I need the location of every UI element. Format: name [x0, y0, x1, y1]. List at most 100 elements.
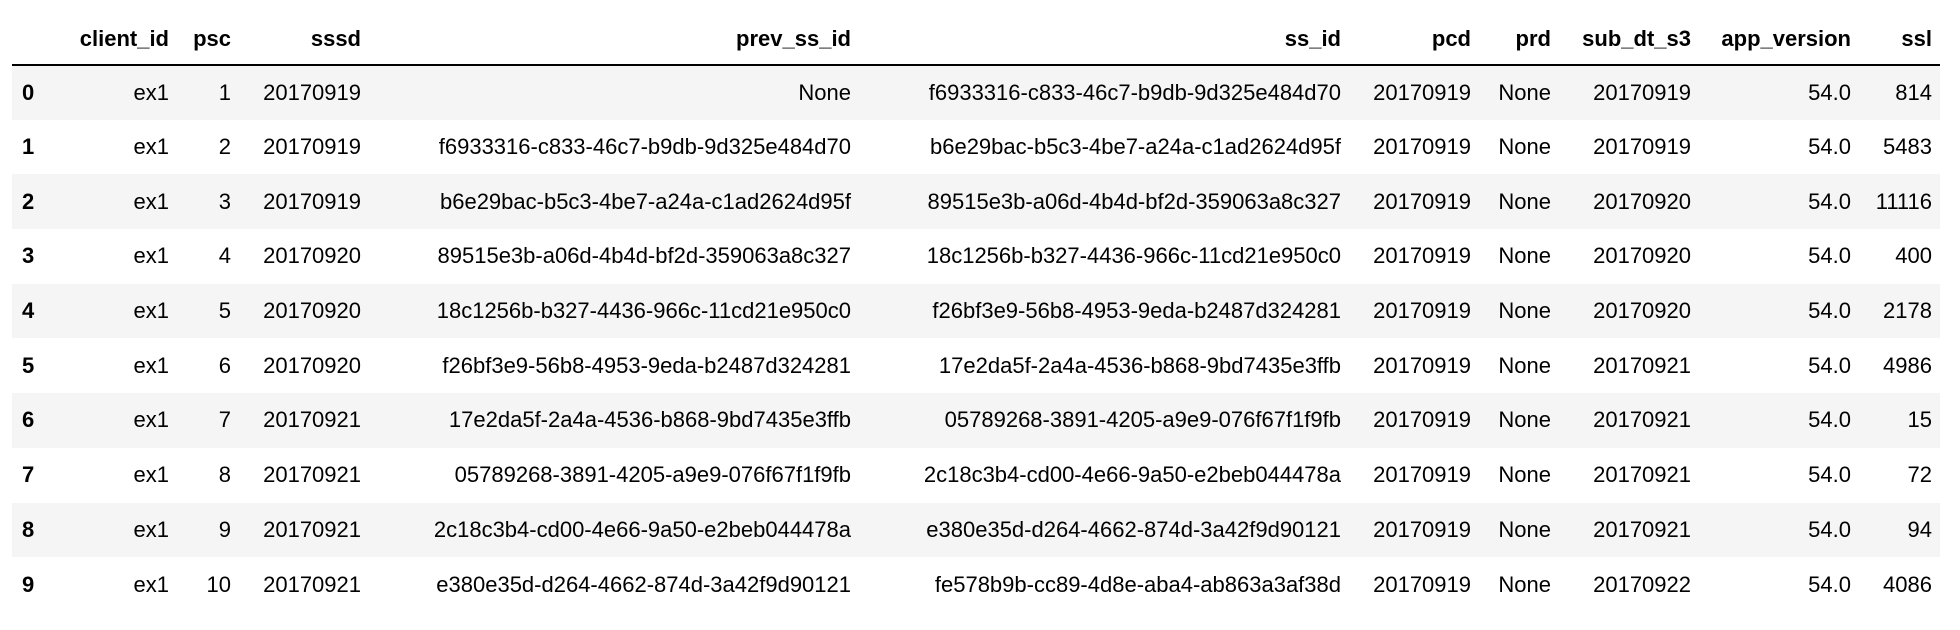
cell-sssd: 20170919 [263, 188, 361, 214]
cell-psc: 10 [206, 571, 231, 597]
row-index: 0 [22, 79, 35, 105]
row-index: 5 [22, 352, 35, 378]
cell-client-id: ex1 [133, 243, 169, 269]
cell-app-version: 54.0 [1808, 516, 1851, 542]
header-pcd: pcd [1349, 14, 1479, 66]
cell-sub-dt-s3: 20170920 [1593, 298, 1691, 324]
cell-pcd: 20170919 [1373, 243, 1471, 269]
cell-sub-dt-s3: 20170921 [1593, 462, 1691, 488]
row-index: 4 [22, 298, 35, 324]
row-index: 3 [22, 243, 35, 269]
cell-client-id: ex1 [133, 462, 169, 488]
cell-ss-id: 17e2da5f-2a4a-4536-b868-9bd7435e3ffb [938, 352, 1341, 378]
cell-sub-dt-s3: 20170920 [1593, 243, 1691, 269]
header-row: client_id psc sssd prev_ss_id ss_id pcd … [12, 14, 1940, 66]
cell-prd: None [1498, 188, 1551, 214]
cell-sssd: 20170921 [263, 516, 361, 542]
table-row: 4 ex1 5 20170920 18c1256b-b327-4436-966c-11c… [12, 283, 1940, 339]
cell-psc: 8 [218, 462, 231, 488]
dataframe-table: client_id psc sssd prev_ss_id ss_id pcd … [12, 14, 1940, 612]
table-row: 3 ex1 4 20170920 89515e3b-a06d-4b4d-bf2d-359… [12, 229, 1940, 284]
header-prd: prd [1479, 14, 1559, 66]
cell-client-id: ex1 [133, 188, 169, 214]
cell-prev-ss-id: 05789268-3891-4205-a9e9-076f67f1f9fb [454, 462, 851, 488]
cell-psc: 3 [218, 188, 231, 214]
cell-pcd: 20170919 [1373, 407, 1471, 433]
cell-prd: None [1498, 298, 1551, 324]
cell-ss-id: f26bf3e9-56b8-4953-9eda-b2487d324281 [932, 298, 1341, 324]
cell-prev-ss-id: f26bf3e9-56b8-4953-9eda-b2487d324281 [442, 352, 851, 378]
cell-sssd: 20170921 [263, 407, 361, 433]
cell-app-version: 54.0 [1808, 134, 1851, 160]
cell-app-version: 54.0 [1808, 352, 1851, 378]
cell-pcd: 20170919 [1373, 298, 1471, 324]
cell-prd: None [1498, 407, 1551, 433]
cell-ss-id: 05789268-3891-4205-a9e9-076f67f1f9fb [944, 407, 1341, 433]
cell-prd: None [1498, 134, 1551, 160]
cell-psc: 6 [218, 352, 231, 378]
cell-ssl: 72 [1907, 462, 1932, 488]
cell-psc: 7 [218, 407, 231, 433]
cell-sub-dt-s3: 20170921 [1593, 352, 1691, 378]
table-row: 8 ex1 9 20170921 2c18c3b4-cd00-4e66-9a50-e2b… [12, 502, 1940, 558]
cell-sssd: 20170920 [263, 352, 361, 378]
cell-ssl: 4986 [1883, 352, 1932, 378]
cell-sub-dt-s3: 20170919 [1593, 79, 1691, 105]
table-row: 6 ex1 7 20170921 17e2da5f-2a4a-4536-b868-9bd… [12, 393, 1940, 448]
row-index: 6 [22, 407, 35, 433]
cell-client-id: ex1 [133, 516, 169, 542]
cell-ssl: 2178 [1883, 298, 1932, 324]
row-index: 2 [22, 188, 35, 214]
cell-prev-ss-id: 17e2da5f-2a4a-4536-b868-9bd7435e3ffb [448, 407, 851, 433]
row-index: 8 [22, 516, 35, 542]
cell-prd: None [1498, 79, 1551, 105]
cell-client-id: ex1 [133, 407, 169, 433]
header-sssd: sssd [239, 14, 369, 66]
cell-ss-id: fe578b9b-cc89-4d8e-aba4-ab863a3af38d [934, 571, 1341, 597]
cell-app-version: 54.0 [1808, 407, 1851, 433]
cell-client-id: ex1 [133, 352, 169, 378]
cell-ssl: 94 [1907, 516, 1932, 542]
cell-pcd: 20170919 [1373, 516, 1471, 542]
cell-prev-ss-id: b6e29bac-b5c3-4be7-a24a-c1ad2624d95f [439, 188, 851, 214]
cell-client-id: ex1 [133, 571, 169, 597]
cell-sssd: 20170919 [263, 79, 361, 105]
row-index: 1 [22, 134, 35, 160]
cell-app-version: 54.0 [1808, 243, 1851, 269]
header-psc: psc [177, 14, 239, 66]
cell-psc: 9 [218, 516, 231, 542]
cell-pcd: 20170919 [1373, 352, 1471, 378]
cell-prd: None [1498, 462, 1551, 488]
cell-ss-id: e380e35d-d264-4662-874d-3a42f9d90121 [926, 516, 1341, 542]
cell-ss-id: f6933316-c833-46c7-b9db-9d325e484d70 [928, 79, 1341, 105]
cell-sub-dt-s3: 20170922 [1593, 571, 1691, 597]
cell-ssl: 5483 [1883, 134, 1932, 160]
cell-prd: None [1498, 516, 1551, 542]
table-row: 1 ex1 2 20170919 f6933316-c833-46c7-b9db-9d3… [12, 119, 1940, 175]
cell-ssl: 814 [1895, 79, 1932, 105]
table-body: 0 ex1 1 20170919 None f6933316-c833-46c7-b9db… [12, 65, 1940, 612]
cell-sub-dt-s3: 20170919 [1593, 134, 1691, 160]
header-prev-ss-id: prev_ss_id [369, 14, 859, 66]
cell-ssl: 400 [1895, 243, 1932, 269]
cell-ss-id: 2c18c3b4-cd00-4e66-9a50-e2beb044478a [923, 462, 1341, 488]
cell-prev-ss-id: None [798, 79, 851, 105]
header-ss-id: ss_id [859, 14, 1349, 66]
cell-ss-id: 18c1256b-b327-4436-966c-11cd21e950c0 [926, 243, 1341, 269]
row-index: 7 [22, 462, 35, 488]
cell-sssd: 20170921 [263, 462, 361, 488]
cell-psc: 1 [218, 79, 231, 105]
cell-prd: None [1498, 571, 1551, 597]
cell-ss-id: b6e29bac-b5c3-4be7-a24a-c1ad2624d95f [929, 134, 1341, 160]
cell-client-id: ex1 [133, 298, 169, 324]
header-app-version: app_version [1699, 14, 1859, 66]
cell-pcd: 20170919 [1373, 188, 1471, 214]
cell-prev-ss-id: e380e35d-d264-4662-874d-3a42f9d90121 [436, 571, 851, 597]
row-index: 9 [22, 571, 35, 597]
cell-psc: 5 [218, 298, 231, 324]
cell-app-version: 54.0 [1808, 298, 1851, 324]
cell-psc: 4 [218, 243, 231, 269]
cell-app-version: 54.0 [1808, 571, 1851, 597]
cell-prev-ss-id: 18c1256b-b327-4436-966c-11cd21e950c0 [436, 298, 851, 324]
